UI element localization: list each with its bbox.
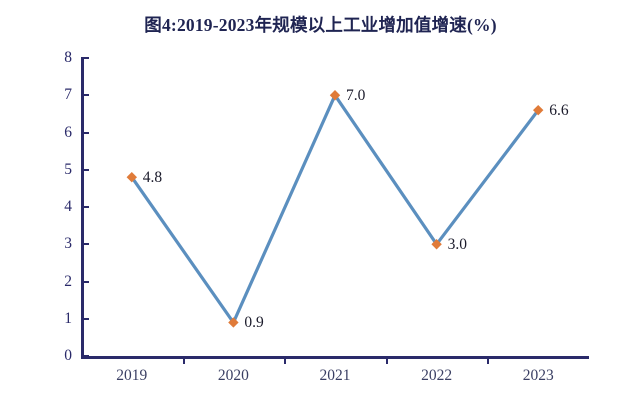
y-axis-tick-label: 2 <box>64 272 72 290</box>
x-axis-tick-label: 2019 <box>116 367 148 384</box>
x-axis-tick-label: 2023 <box>522 367 554 384</box>
x-axis-tick <box>284 356 287 364</box>
data-point-marker <box>431 239 442 250</box>
data-point-label: 6.6 <box>549 102 569 120</box>
chart-title: 图4:2019-2023年规模以上工业增加值增速(%) <box>144 15 497 35</box>
y-axis-tick-label: 4 <box>64 198 72 215</box>
data-point-label: 4.8 <box>142 169 163 187</box>
y-axis-tick <box>81 168 89 171</box>
y-axis-tick <box>81 131 89 134</box>
x-axis-tick-label: 2021 <box>319 367 351 384</box>
x-axis-line <box>81 356 589 359</box>
x-axis-tick-label: 2022 <box>421 367 453 384</box>
series-line-path <box>130 92 540 326</box>
data-point-marker <box>126 172 137 183</box>
y-axis-tick <box>81 317 89 320</box>
data-point-label: 7.0 <box>346 87 366 105</box>
y-axis-tick <box>81 57 89 59</box>
y-axis-tick-label: 1 <box>64 309 72 327</box>
y-axis-line <box>81 58 84 358</box>
data-point-marker <box>228 317 239 328</box>
y-axis-tick <box>81 355 89 357</box>
data-point-label: 0.9 <box>244 314 264 332</box>
series-marker-group <box>126 90 544 328</box>
y-axis-tick-label: 6 <box>64 123 72 141</box>
y-axis-tick <box>81 280 89 283</box>
x-axis-tick-label: 2020 <box>217 367 249 384</box>
x-axis-tick <box>182 356 185 364</box>
data-point-marker <box>533 104 544 116</box>
y-axis-tick-label: 8 <box>64 49 72 66</box>
x-axis-tick <box>385 356 388 364</box>
y-axis-tick <box>81 206 89 208</box>
y-axis-tick-label: 0 <box>64 347 72 364</box>
y-axis-tick <box>81 243 89 246</box>
y-axis-tick-label: 5 <box>64 160 72 178</box>
y-axis-tick <box>81 94 89 97</box>
y-axis-tick-label: 3 <box>64 235 72 253</box>
data-point-marker <box>329 90 341 101</box>
data-point-label: 3.0 <box>447 236 467 254</box>
x-axis-tick <box>487 356 490 364</box>
y-axis-tick-label: 7 <box>64 86 72 104</box>
